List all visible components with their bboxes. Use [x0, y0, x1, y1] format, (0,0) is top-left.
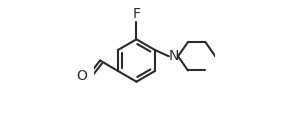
- Text: F: F: [132, 7, 140, 21]
- Text: O: O: [76, 69, 87, 83]
- Text: N: N: [168, 49, 179, 63]
